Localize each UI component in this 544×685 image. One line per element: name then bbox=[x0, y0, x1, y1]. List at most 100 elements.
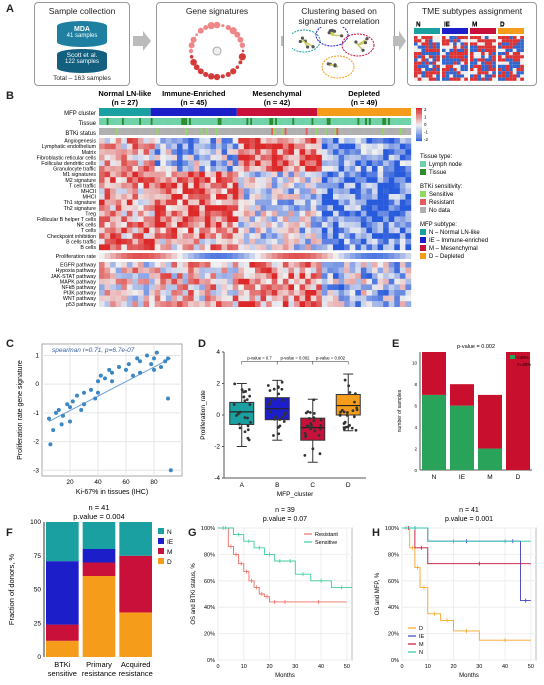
heatmap-cell bbox=[227, 199, 233, 206]
pathway-cell bbox=[132, 273, 139, 279]
pathway-cell bbox=[299, 301, 306, 307]
heatmap-cell bbox=[327, 177, 334, 183]
gene-row-label: Treg bbox=[85, 211, 96, 217]
heatmap-cell bbox=[299, 227, 306, 234]
gene-row-label: Granulocyte traffic bbox=[53, 167, 96, 173]
prolif-cell bbox=[360, 253, 367, 259]
stacked-bar bbox=[119, 555, 152, 613]
mini-cell bbox=[477, 39, 482, 43]
heatmap-cell bbox=[394, 182, 401, 189]
mini-cell bbox=[425, 61, 429, 65]
tissue-cell bbox=[198, 118, 201, 125]
mini-cell bbox=[456, 61, 461, 65]
mini-cell bbox=[470, 61, 474, 65]
heatmap-cell bbox=[338, 188, 345, 195]
heatmap-cell bbox=[327, 188, 334, 195]
tissue-cell bbox=[210, 118, 213, 125]
tissue-cell bbox=[171, 118, 174, 125]
mini-cell bbox=[421, 64, 426, 68]
x-tick: 40 bbox=[502, 664, 508, 670]
heatmap-cell bbox=[377, 199, 384, 206]
btki-cell bbox=[342, 128, 345, 135]
heatmap-cell bbox=[321, 149, 328, 155]
pvalue-bracket bbox=[241, 361, 278, 365]
pathway-cell bbox=[282, 267, 289, 274]
heatmap-cell bbox=[177, 138, 183, 144]
wheel-dot bbox=[203, 71, 209, 78]
mini-cell bbox=[414, 45, 418, 49]
heatmap-cell bbox=[260, 171, 267, 178]
heatmap-cell bbox=[232, 194, 239, 200]
heatmap-cell bbox=[132, 222, 139, 228]
mini-cell bbox=[449, 55, 454, 59]
pathway-cell bbox=[366, 262, 373, 268]
heatmap-cell bbox=[349, 210, 356, 217]
tissue-cell bbox=[255, 118, 259, 125]
heatmap-cell bbox=[282, 244, 289, 251]
heatmap-cell bbox=[271, 210, 278, 217]
tissue-cell bbox=[143, 118, 146, 125]
y-tick: -3 bbox=[33, 467, 39, 474]
tissue-cell bbox=[395, 118, 398, 125]
pathway-cell bbox=[282, 290, 289, 296]
mini-cell bbox=[492, 45, 496, 49]
heatmap-cell bbox=[249, 233, 256, 239]
tissue-cell bbox=[355, 118, 358, 125]
btki-cell bbox=[309, 128, 312, 135]
tissue-cell bbox=[257, 118, 260, 125]
heatmap-cell bbox=[338, 143, 345, 150]
heatmap-cell bbox=[405, 138, 412, 144]
pathway-cell bbox=[227, 290, 233, 296]
heatmap-cell bbox=[288, 194, 295, 200]
heatmap-cell bbox=[243, 222, 250, 228]
btki-cell bbox=[202, 128, 205, 135]
mini-cell bbox=[481, 74, 485, 78]
heatmap-cell bbox=[182, 188, 189, 195]
pathway-cell bbox=[255, 295, 261, 302]
tissue-cell bbox=[202, 118, 205, 125]
colorbar-cell bbox=[416, 122, 422, 124]
jitter-point bbox=[272, 387, 276, 391]
pathway-cell bbox=[188, 290, 194, 296]
heatmap-cell bbox=[232, 182, 239, 189]
btki-cell bbox=[175, 128, 178, 135]
legend-label: Sensitive bbox=[429, 192, 454, 198]
heatmap-cell bbox=[366, 194, 373, 200]
y-tick: 0% bbox=[207, 658, 215, 664]
heatmap-cell bbox=[104, 160, 111, 167]
tissue-cell bbox=[278, 118, 282, 125]
tissue-cell bbox=[321, 118, 324, 125]
heatmap-cell bbox=[243, 238, 250, 245]
mini-cell bbox=[449, 42, 454, 46]
btki-cell bbox=[340, 128, 343, 135]
heatmap-cell bbox=[182, 182, 189, 189]
legend-label: D bbox=[167, 559, 172, 566]
heatmap-cell bbox=[394, 199, 401, 206]
heatmap-cell bbox=[255, 149, 261, 155]
panel-c-letter: C bbox=[6, 338, 14, 350]
mini-cell bbox=[445, 36, 450, 40]
heatmap-cell bbox=[204, 177, 211, 183]
tissue-cell bbox=[236, 118, 239, 125]
tissue-cell bbox=[100, 118, 104, 125]
heatmap-cell bbox=[305, 182, 311, 189]
heatmap-cell bbox=[110, 233, 116, 239]
tissue-cell bbox=[116, 118, 119, 125]
heatmap-cell bbox=[372, 199, 378, 206]
heatmap-cell bbox=[238, 182, 245, 189]
pathway-cell bbox=[126, 290, 133, 296]
heatmap-cell bbox=[372, 166, 378, 172]
heatmap-cell bbox=[360, 227, 367, 234]
colorbar-tick: 2 bbox=[424, 107, 427, 112]
heatmap-cell bbox=[143, 216, 150, 223]
y-tick: 25 bbox=[34, 620, 42, 627]
pathway-cell bbox=[143, 301, 150, 307]
heatmap-cell bbox=[132, 238, 139, 245]
heatmap-cell bbox=[377, 138, 384, 144]
btki-cell bbox=[277, 128, 280, 135]
heatmap-cell bbox=[288, 160, 295, 167]
mini-cell bbox=[445, 39, 450, 43]
heatmap-cell bbox=[366, 216, 373, 223]
heatmap-cell bbox=[360, 222, 367, 228]
tissue-cell bbox=[217, 118, 220, 125]
